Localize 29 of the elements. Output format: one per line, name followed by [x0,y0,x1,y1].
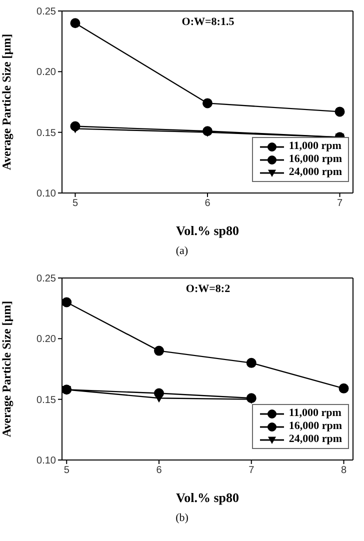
x-tick-label: 8 [340,465,347,476]
legend-label: 16,000 rpm [288,153,342,166]
text: (b) [174,512,190,524]
y-tick-label: 0.25 [36,274,56,285]
x-tick-label: 6 [156,465,162,476]
x-axis-title: Vol.% sp80 [176,223,240,238]
y-axis-title: Average Particle Size [μm] [0,300,14,438]
y-tick-label: 0.20 [36,334,56,346]
x-tick-label: 7 [248,465,255,476]
y-tick-label: 0.10 [36,456,56,467]
y-tick-label: 0.15 [36,128,56,139]
y-tick-label: 0.20 [36,67,56,78]
legend-label: 24,000 rpm [288,166,342,179]
legend-label: 11,000 rpm [288,407,342,420]
y-axis-title: Average Particle Size [μm] [0,34,14,170]
x-tick-label: 6 [204,198,211,210]
x-tick-label: 5 [72,198,78,210]
x-tick-label: 7 [336,198,343,210]
annotation: O:W=8:1.5 [180,16,236,28]
legend-label: 11,000 rpm [288,140,342,153]
y-tick-label: 0.25 [36,6,56,18]
x-tick-label: 5 [64,465,70,476]
legend-label: 16,000 rpm [288,420,342,433]
annotation: O:W=8:2 [184,283,232,295]
y-tick-label: 0.15 [36,394,56,406]
y-tick-label: 0.10 [36,188,56,200]
legend-label: 24,000 rpm [288,433,342,446]
x-axis-title: Vol.% sp80 [176,490,240,505]
text: (a) [174,245,190,257]
